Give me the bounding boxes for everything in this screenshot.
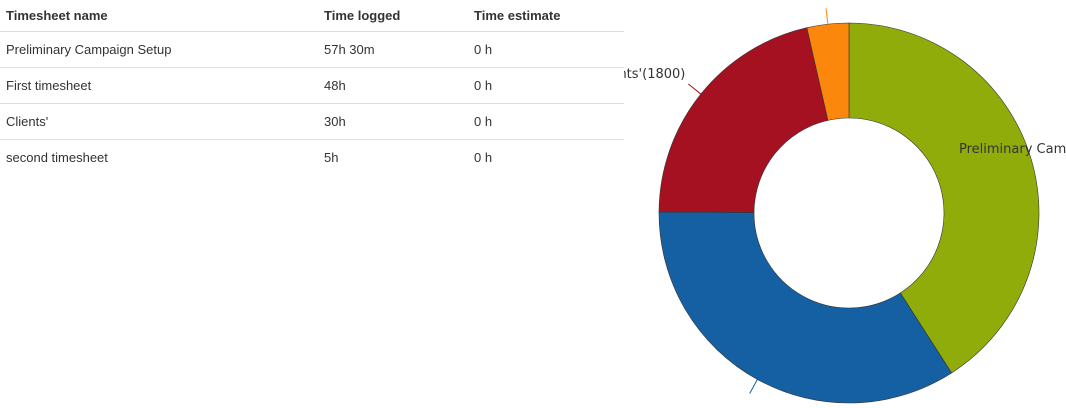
slice-clients[interactable] [658, 27, 829, 213]
header-time-estimate: Time estimate [468, 0, 624, 32]
cell-time-logged: 30h [318, 103, 468, 140]
cell-timesheet-name: Preliminary Campaign Setup [0, 31, 318, 68]
header-time-logged: Time logged [318, 0, 468, 32]
data-label: Preliminary Cam [959, 142, 1066, 157]
table-row: Preliminary Campaign Setup 57h 30m 0 h [0, 31, 624, 68]
label-connector [688, 83, 702, 95]
header-timesheet-name: Timesheet name [0, 0, 318, 32]
timesheet-table-container: Timesheet name Time logged Time estimate… [0, 0, 624, 175]
donut-chart-svg: Preliminary Cam ients'(1800) [624, 8, 1066, 404]
label-connector [749, 379, 758, 394]
cell-time-estimate: 0 h [474, 150, 493, 165]
cell-timesheet-name: First timesheet [0, 67, 318, 104]
label-connector [825, 8, 829, 25]
table-header-row: Timesheet name Time logged Time estimate [0, 0, 624, 32]
timesheet-table: Timesheet name Time logged Time estimate… [0, 0, 624, 175]
data-label: ients'(1800) [624, 67, 685, 82]
donut-chart: Preliminary Cam ients'(1800) [624, 0, 1066, 408]
slice-first-timesheet[interactable] [658, 211, 952, 404]
cell-timesheet-name: second timesheet [6, 150, 108, 165]
cell-time-logged: 5h [324, 150, 339, 165]
cell-time-estimate: 0 h [468, 31, 624, 68]
slice-second-timesheet[interactable] [806, 22, 850, 121]
table-row: Clients' 30h 0 h [0, 103, 624, 140]
cell-time-logged: 57h 30m [318, 31, 468, 68]
cell-time-logged: 48h [318, 67, 468, 104]
cell-timesheet-name: Clients' [0, 103, 318, 140]
slice-preliminary-campaign-setup[interactable] [848, 22, 1040, 374]
cell-time-estimate: 0 h [468, 103, 624, 140]
table-row: second timesheet 5h 0 h [0, 140, 624, 176]
table-row: First timesheet 48h 0 h [0, 67, 624, 104]
cell-time-estimate: 0 h [468, 67, 624, 104]
